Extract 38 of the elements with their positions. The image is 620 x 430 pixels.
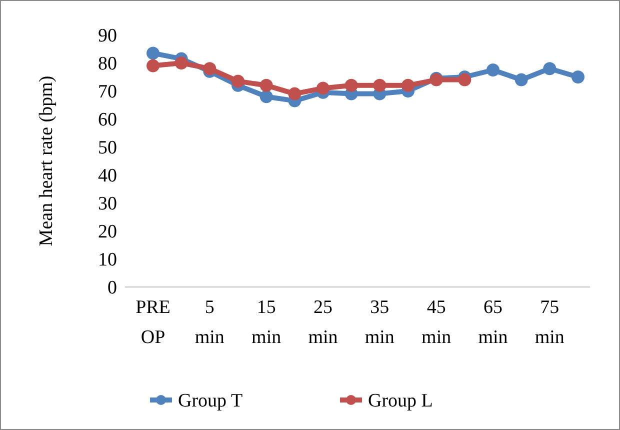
y-tick-label: 60	[98, 110, 117, 131]
legend-label: Group T	[178, 390, 243, 412]
x-tick-label: 5 min	[194, 297, 225, 348]
point	[146, 59, 160, 72]
x-tick-label: 65 min	[478, 297, 508, 348]
point	[344, 78, 358, 92]
point	[260, 78, 273, 92]
point	[203, 62, 216, 76]
x-tick-label: PRE OP	[136, 297, 170, 348]
x-tick-label: 15 min	[252, 297, 282, 348]
point	[458, 73, 472, 86]
y-tick-label: 90	[98, 26, 117, 47]
point	[486, 64, 500, 76]
y-tick-label: 0	[108, 278, 117, 299]
point	[514, 73, 528, 86]
x-tick-label: 25 min	[308, 297, 338, 348]
y-tick-label: 20	[98, 222, 117, 243]
y-tick-label: 40	[98, 166, 117, 187]
point	[373, 78, 386, 92]
y-tick-label: 70	[98, 82, 117, 103]
y-tick-label: 30	[98, 194, 117, 215]
point	[288, 87, 302, 100]
point	[402, 78, 414, 92]
x-tick-label: 35 min	[364, 297, 395, 348]
point	[146, 46, 160, 60]
y-axis-title: Mean heart rate (bpm)	[36, 76, 57, 246]
point	[316, 82, 330, 95]
x-tick-label: 45 min	[422, 297, 452, 348]
point	[572, 70, 584, 84]
point	[174, 56, 188, 70]
point	[260, 90, 273, 104]
y-tick-label: 80	[98, 54, 117, 75]
point	[543, 62, 556, 76]
point	[232, 74, 244, 88]
y-tick-label: 50	[98, 138, 117, 159]
x-tick-label: 75 min	[534, 297, 565, 348]
y-tick-label: 10	[98, 250, 117, 271]
legend-label: Group L	[368, 390, 433, 412]
